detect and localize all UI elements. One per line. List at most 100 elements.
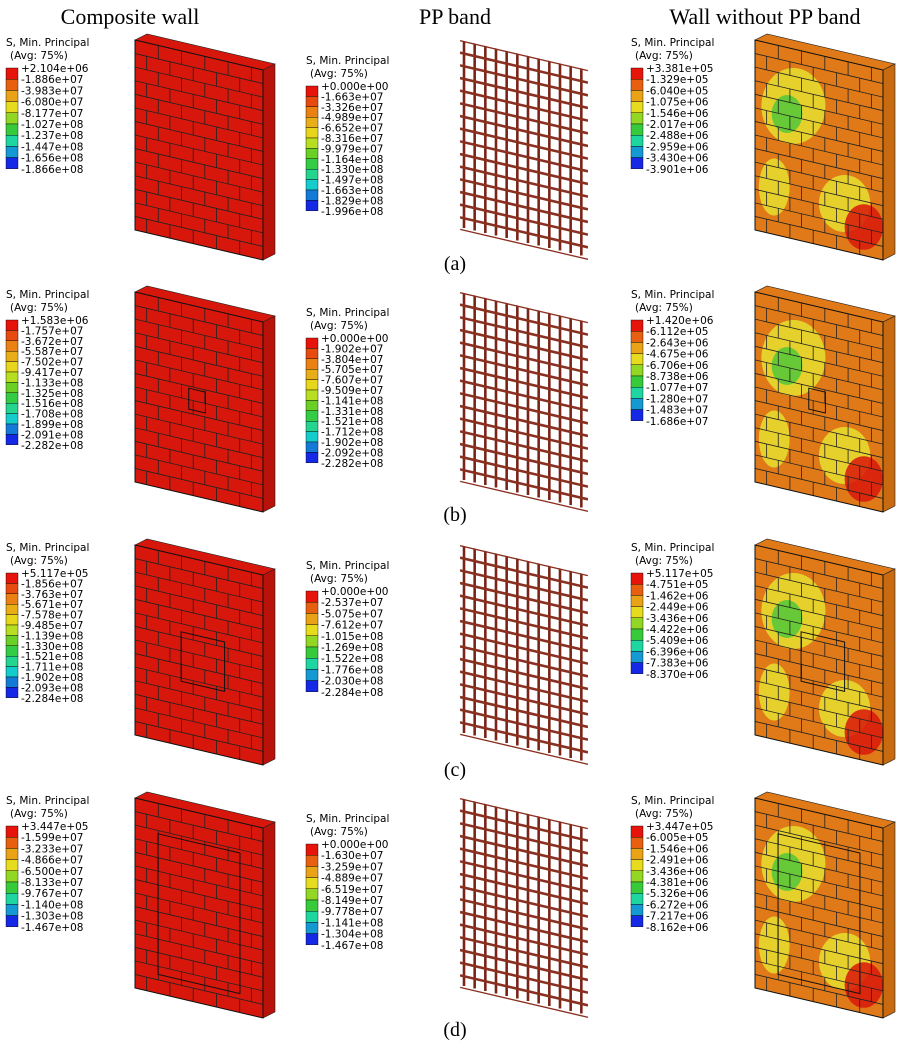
legend-title: S, Min. Principal [306, 560, 389, 572]
legend-value: -1.522e+08 [321, 653, 383, 665]
mesh-bar [460, 798, 588, 828]
mesh-bar [460, 583, 588, 613]
legend-value: -6.112e+05 [646, 326, 708, 338]
legend-value: -2.282e+08 [321, 458, 383, 470]
figure: Composite wall PP band Wall without PP b… [0, 0, 911, 1051]
legend-subtitle: (Avg: 75%) [10, 808, 68, 820]
legend-value: -3.901e+06 [646, 164, 709, 176]
legend-value: -1.656e+08 [21, 153, 83, 165]
legend-value: -6.500e+07 [21, 866, 83, 878]
legend-swatch [631, 135, 643, 146]
mesh-bar [460, 937, 588, 967]
legend-value: -8.177e+07 [21, 108, 83, 120]
mesh-bar [460, 406, 588, 436]
legend-value: -2.017e+06 [646, 119, 709, 131]
legend-swatch [631, 158, 643, 169]
page: Composite wall PP band Wall without PP b… [0, 0, 911, 1051]
mesh-bar [460, 40, 588, 70]
legend-swatch [306, 400, 318, 410]
mesh-bar [460, 457, 588, 487]
legend-swatch [306, 107, 318, 117]
legend-swatch [6, 351, 18, 361]
legend-value: -4.866e+07 [21, 855, 83, 867]
legend-swatch [306, 844, 318, 855]
legend-swatch [6, 79, 18, 90]
legend-value: -8.133e+07 [21, 877, 83, 889]
legend-value: -1.996e+08 [321, 206, 383, 218]
legend-swatch [631, 331, 643, 342]
row-label: (d) [443, 1019, 466, 1041]
wall-face [755, 545, 883, 765]
mesh-bar [460, 154, 588, 184]
legend-value: -1.077e+07 [646, 382, 708, 394]
legend-swatch [6, 434, 18, 444]
legend-value: -1.304e+08 [321, 929, 383, 941]
legend-swatch [6, 330, 18, 340]
legend-swatch [306, 369, 318, 379]
legend-value: -2.643e+06 [646, 337, 709, 349]
legend-swatch [306, 86, 318, 96]
legend-swatch [306, 866, 318, 877]
legend-value: -6.040e+05 [646, 85, 708, 97]
wall [755, 34, 895, 260]
legend-value: -1.269e+08 [321, 642, 383, 654]
legend-subtitle: (Avg: 75%) [635, 555, 693, 567]
legend-swatch [631, 320, 643, 331]
legend-swatch [631, 595, 643, 606]
legend-value: -2.488e+06 [646, 130, 709, 142]
legend-swatch [306, 128, 318, 138]
mesh-bar [460, 849, 588, 879]
mesh-bar [460, 444, 588, 474]
legend-swatch [306, 180, 318, 190]
legend-value: -5.075e+07 [321, 608, 383, 620]
legend-subtitle: (Avg: 75%) [10, 50, 68, 62]
legend-value: -1.546e+06 [646, 108, 709, 120]
mesh-bar [460, 53, 588, 83]
mesh-bar [460, 292, 588, 322]
legend-swatch [306, 878, 318, 889]
legend-value: -1.329e+05 [646, 74, 708, 86]
legend-swatch [6, 583, 18, 593]
mesh-bar [460, 103, 588, 133]
mesh-bar [460, 735, 588, 765]
legend-subtitle: (Avg: 75%) [310, 320, 368, 332]
legend-swatch [6, 871, 18, 882]
legend-value: +0.000e+00 [321, 586, 388, 598]
mesh-bar [460, 330, 588, 360]
legend-swatch [6, 687, 18, 697]
mesh [460, 290, 592, 512]
legend-value: -2.491e+06 [646, 855, 709, 867]
legend-value: -6.706e+06 [646, 360, 709, 372]
mesh-bar [460, 558, 588, 588]
mesh-bar [460, 836, 588, 866]
mesh-bar [460, 78, 588, 108]
wall-side [883, 569, 895, 765]
legend-swatch [6, 904, 18, 915]
legend-swatch [6, 635, 18, 645]
legend-swatch [306, 625, 318, 636]
legend-swatch [6, 837, 18, 848]
legend-swatch [306, 900, 318, 911]
legend-swatch [6, 646, 18, 656]
mesh-bar [460, 874, 588, 904]
legend-value: -1.303e+08 [21, 911, 83, 923]
legend-title: S, Min. Principal [631, 289, 714, 301]
legend-value: +3.381e+05 [646, 63, 713, 75]
legend-value: -3.983e+07 [21, 85, 83, 97]
mesh-bar [460, 205, 588, 235]
legend-swatch [6, 860, 18, 871]
mesh-bar [460, 811, 588, 841]
wall-side [263, 822, 275, 1018]
legend-value: -1.546e+06 [646, 843, 709, 855]
legend-value: -1.886e+07 [21, 74, 83, 86]
legend-swatch [306, 647, 318, 658]
legend-swatch [631, 826, 643, 837]
legend-swatch [6, 677, 18, 687]
legend-swatch [306, 591, 318, 602]
legend-swatch [6, 403, 18, 413]
legend-swatch [631, 837, 643, 848]
mesh-bar [460, 621, 588, 651]
legend-swatch [306, 96, 318, 106]
wall-side [263, 64, 275, 260]
mesh-bar [460, 167, 588, 197]
